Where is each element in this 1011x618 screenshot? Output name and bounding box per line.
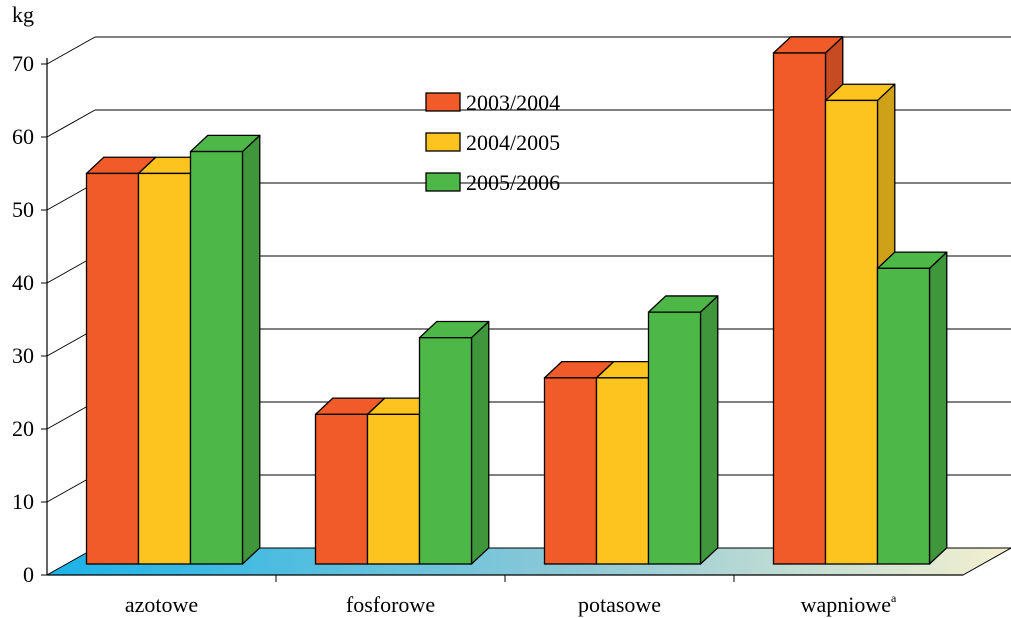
legend-label: 2004/2005 [466,130,560,155]
legend-label: 2005/2006 [466,170,560,195]
y-tick-label: 0 [23,562,34,587]
chart-labels: 0 10 20 30 40 50 60 70 kg azotowe fosforowe potasow… [12,2,897,617]
category-label: potasowe [578,592,661,617]
legend-swatch [425,172,461,192]
gridline-depth [46,109,96,138]
category-label: wapniowea [801,591,897,617]
legend-swatch [425,92,461,112]
y-axis-unit: kg [12,2,34,27]
y-tick-label: 70 [12,51,34,76]
category-label: azotowe [125,592,198,617]
y-tick-label: 50 [12,197,34,222]
bar [647,311,702,565]
legend-label: 2003/2004 [466,90,560,115]
gridline-depth [46,36,96,65]
legend: 2003/2004 2004/2005 2005/2006 [425,90,560,195]
bar-side [241,134,261,565]
bar [366,413,421,565]
y-tick-label: 30 [12,343,34,368]
y-tick-label: 60 [12,124,34,149]
category-label: fosforowe [346,592,435,617]
y-tick-label: 10 [12,489,34,514]
bar [85,172,140,565]
bar-side [470,320,490,565]
bar [876,267,931,565]
bar-side [928,251,948,565]
bar [314,413,369,565]
bar [189,150,244,565]
bar-side [699,295,719,565]
bar [772,52,827,565]
bar [418,337,473,565]
bar [824,99,879,565]
chart-axes [41,58,963,582]
chart-bars [85,36,948,565]
y-tick-label: 20 [12,416,34,441]
bar [543,377,598,565]
y-tick-label: 40 [12,270,34,295]
legend-swatch [425,132,461,152]
bar [595,377,650,565]
bar [137,172,192,565]
